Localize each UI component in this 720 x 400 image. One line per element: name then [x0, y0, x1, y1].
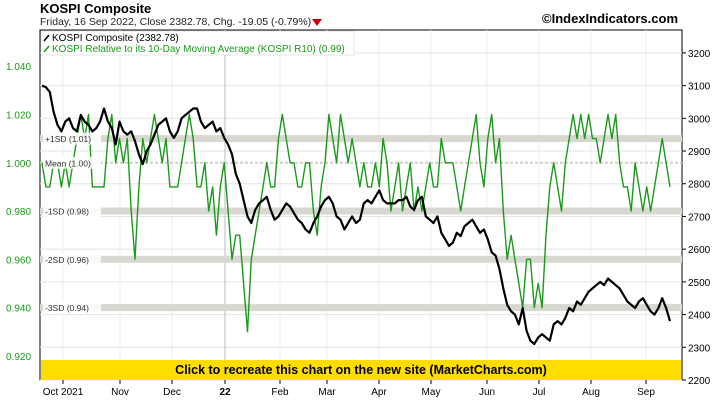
x-tick-label: Feb: [271, 387, 289, 398]
legend-swatch-ratio: [43, 45, 50, 53]
chart-subtitle: Friday, 16 Sep 2022, Close 2382.78, Chg.…: [40, 16, 311, 28]
ratio-line: [41, 113, 671, 333]
legend-swatch-price: [43, 34, 50, 42]
sd-band-label: -1SD (0.98): [45, 207, 89, 217]
right-tick-label: 2400: [688, 311, 711, 322]
left-tick-label: 1.020: [6, 110, 31, 121]
x-tick-label: Oct 2021: [43, 387, 84, 398]
right-tick-label: 3100: [688, 82, 711, 93]
left-tick-label: 1.040: [6, 62, 31, 73]
recreate-chart-banner[interactable]: Click to recreate this chart on the new …: [41, 360, 681, 380]
sd-band-label-bg: [43, 205, 101, 218]
sd-band-label: -2SD (0.96): [45, 255, 89, 265]
x-axis: Oct 2021 Nov Dec 22 Feb Mar Apr May Jun Jul Aug Sep: [43, 380, 655, 398]
sd-band-label: Mean (1.00): [45, 158, 91, 168]
left-axis: 0.920 0.940 0.960 0.980 1.000 1.020 1.040: [6, 62, 31, 363]
right-tick-label: 2700: [688, 212, 711, 223]
right-tick-label: 2200: [688, 376, 711, 387]
sd-band: [40, 255, 682, 263]
sd-band: [40, 304, 682, 312]
right-tick-label: 2900: [688, 147, 711, 158]
sd-band-label: -3SD (0.94): [45, 303, 89, 313]
x-tick-label: Mar: [318, 387, 336, 398]
right-axis: 2200 2300 2400 2500 2600 2700 2800 2900 3000 3100…: [682, 49, 711, 387]
chart-title: KOSPI Composite: [40, 1, 151, 16]
down-triangle-icon: [312, 19, 322, 26]
banner-text[interactable]: Click to recreate this chart on the new …: [175, 363, 547, 377]
ratio-series: [41, 113, 671, 333]
x-tick-label: May: [422, 387, 441, 398]
sd-band-label-bg: [43, 156, 101, 169]
right-tick-label: 2600: [688, 245, 711, 256]
plot-area: [39, 29, 683, 381]
right-tick-label: 2800: [688, 180, 711, 191]
right-tick-label: 2500: [688, 278, 711, 289]
sd-band: [40, 135, 682, 143]
sd-band-label: +1SD (1.01): [45, 134, 91, 144]
left-tick-label: 0.960: [6, 255, 31, 266]
right-tick-label: 3000: [688, 114, 711, 125]
x-tick-label: Dec: [163, 387, 181, 398]
sd-band-label-bg: [43, 301, 101, 314]
x-tick-label: Nov: [111, 387, 129, 398]
x-tick-label: 22: [219, 387, 231, 398]
x-tick-label: Jun: [479, 387, 495, 398]
watermark[interactable]: ©IndexIndicators.com: [542, 11, 678, 26]
x-tick-label: Sep: [637, 387, 655, 398]
left-tick-label: 0.940: [6, 304, 31, 315]
right-tick-label: 3200: [688, 49, 711, 60]
legend: KOSPI Composite (2382.78) KOSPI Relative…: [40, 30, 355, 56]
price-series: [41, 84, 672, 346]
right-tick-label: 2300: [688, 343, 711, 354]
x-tick-label: Jul: [533, 387, 546, 398]
price-line: [41, 84, 672, 346]
left-tick-label: 0.980: [6, 207, 31, 218]
sd-band-label-bg: [43, 132, 101, 145]
left-tick-label: 1.000: [6, 159, 31, 170]
legend-ratio-label: KOSPI Relative to its 10-Day Moving Aver…: [52, 44, 345, 55]
left-tick-label: 0.920: [6, 352, 31, 363]
x-tick-label: Aug: [582, 387, 600, 398]
x-tick-label: Apr: [371, 387, 387, 398]
sd-band-labels: +1SD (1.01) Mean (1.00) -1SD (0.98) -2SD (0…: [43, 132, 101, 314]
legend-price-label: KOSPI Composite (2382.78): [52, 33, 179, 44]
sd-band-label-bg: [43, 253, 101, 266]
